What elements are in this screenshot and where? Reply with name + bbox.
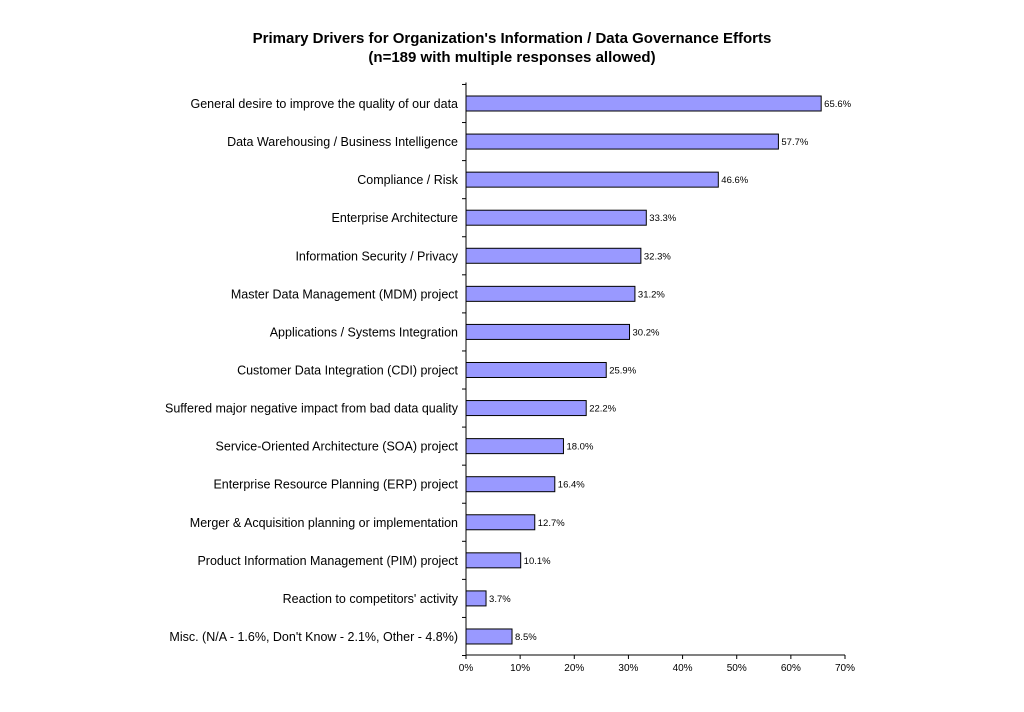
value-label: 16.4% [558,480,585,491]
bar [465,514,536,531]
bar [465,361,607,378]
bars-group: General desire to improve the quality of… [165,95,852,645]
bar [465,247,642,264]
value-label: 18.0% [566,442,593,453]
bar [465,209,647,226]
category-label: General desire to improve the quality of… [190,97,458,111]
bar [465,438,564,455]
bar [465,171,719,188]
bar [465,590,487,607]
category-label: Enterprise Architecture [332,211,458,225]
bar [465,476,556,493]
x-tick-label: 60% [781,663,801,674]
value-label: 32.3% [644,251,671,262]
chart-subtitle: (n=189 with multiple responses allowed) [368,49,655,66]
x-tick-label: 30% [618,663,638,674]
category-label: Misc. (N/A - 1.6%, Don't Know - 2.1%, Ot… [169,630,458,644]
value-label: 57.7% [781,137,808,148]
category-label: Merger & Acquisition planning or impleme… [190,516,458,530]
category-label: Master Data Management (MDM) project [231,287,459,301]
category-label: Data Warehousing / Business Intelligence [227,135,458,149]
x-tick-label: 50% [727,663,747,674]
category-label: Applications / Systems Integration [270,325,458,339]
category-label: Customer Data Integration (CDI) project [237,363,458,377]
category-label: Enterprise Resource Planning (ERP) proje… [213,478,458,492]
bar [465,323,631,340]
chart-title: Primary Drivers for Organization's Infor… [253,30,772,47]
category-label: Compliance / Risk [357,173,458,187]
value-label: 65.6% [824,99,851,110]
x-tick-label: 10% [510,663,530,674]
value-label: 33.3% [649,213,676,224]
category-label: Reaction to competitors' activity [283,592,459,606]
bar [465,400,587,417]
bar [465,285,636,302]
value-label: 25.9% [609,365,636,376]
value-label: 12.7% [538,518,565,529]
category-label: Product Information Management (PIM) pro… [197,554,458,568]
bar [465,95,822,112]
value-label: 30.2% [633,327,660,338]
value-label: 46.6% [721,175,748,186]
x-tick-label: 40% [673,663,693,674]
x-axis: 0% 10% 20% 30% 40% 50% 60% 70% [459,82,855,674]
category-label: Information Security / Privacy [295,249,458,263]
value-label: 8.5% [515,632,537,643]
value-label: 10.1% [524,556,551,567]
value-label: 22.2% [589,404,616,415]
x-tick-label: 70% [835,663,855,674]
bar [465,552,522,569]
x-tick-label: 20% [564,663,584,674]
category-label: Suffered major negative impact from bad … [165,402,459,416]
value-label: 3.7% [489,594,511,605]
category-label: Service-Oriented Architecture (SOA) proj… [216,440,459,454]
value-label: 31.2% [638,289,665,300]
x-tick-label: 0% [459,663,474,674]
bar [465,133,779,150]
bar [465,628,513,645]
